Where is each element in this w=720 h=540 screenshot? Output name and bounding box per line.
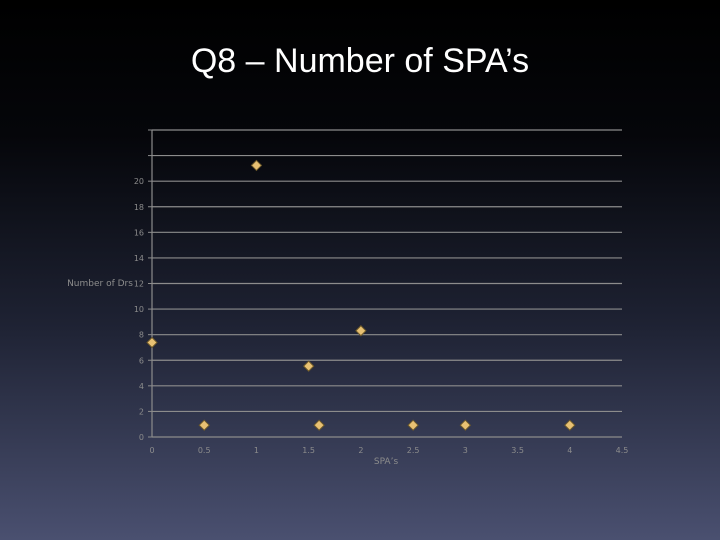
y-tick-label: 16 [134, 228, 144, 237]
data-point [146, 336, 158, 349]
data-point [302, 360, 315, 372]
x-tick-label: 0 [149, 446, 154, 455]
x-tick-label: 3.5 [511, 446, 524, 455]
x-tick-label: 2.5 [407, 446, 420, 455]
x-tick-label: 2 [358, 446, 363, 455]
x-tick-label: 0.5 [198, 446, 211, 455]
y-tick-label: 2 [139, 407, 144, 416]
data-point [459, 419, 472, 431]
y-tick-label: 8 [139, 331, 144, 340]
y-tick-label: 18 [134, 203, 144, 212]
data-point [407, 419, 419, 431]
x-tick-label: 1 [254, 446, 259, 455]
slide-title: Q8 – Number of SPA’s [190, 42, 530, 80]
x-tick-labels: 0 0.5 1 1.5 2 2.5 3 3.5 4 4.5 [149, 446, 628, 455]
data-points [146, 159, 576, 431]
x-tick-label: 4.5 [616, 446, 629, 455]
y-tick-label: 14 [134, 254, 144, 263]
data-point [250, 159, 263, 172]
x-tick-label: 4 [567, 446, 572, 455]
x-axis-title: SPA’s [374, 457, 399, 467]
data-point [313, 419, 325, 431]
data-point [355, 325, 367, 337]
grid-lines [152, 129, 622, 438]
data-point [564, 419, 576, 431]
y-tick-label: 12 [134, 280, 144, 289]
y-tick-label: 6 [139, 356, 144, 365]
x-tick-label: 1.5 [302, 446, 315, 455]
y-tick-label: 0 [139, 433, 144, 442]
data-point [198, 419, 210, 431]
y-tick-label: 10 [134, 305, 144, 314]
y-axis-title: Number of Drs [67, 279, 133, 289]
y-tick-label: 20 [134, 177, 144, 186]
y-tick-label: 4 [139, 382, 144, 391]
x-tick-label: 3 [463, 446, 468, 455]
axes [148, 129, 153, 438]
y-tick-labels: 0 2 4 6 8 10 12 14 16 18 20 [134, 177, 144, 442]
